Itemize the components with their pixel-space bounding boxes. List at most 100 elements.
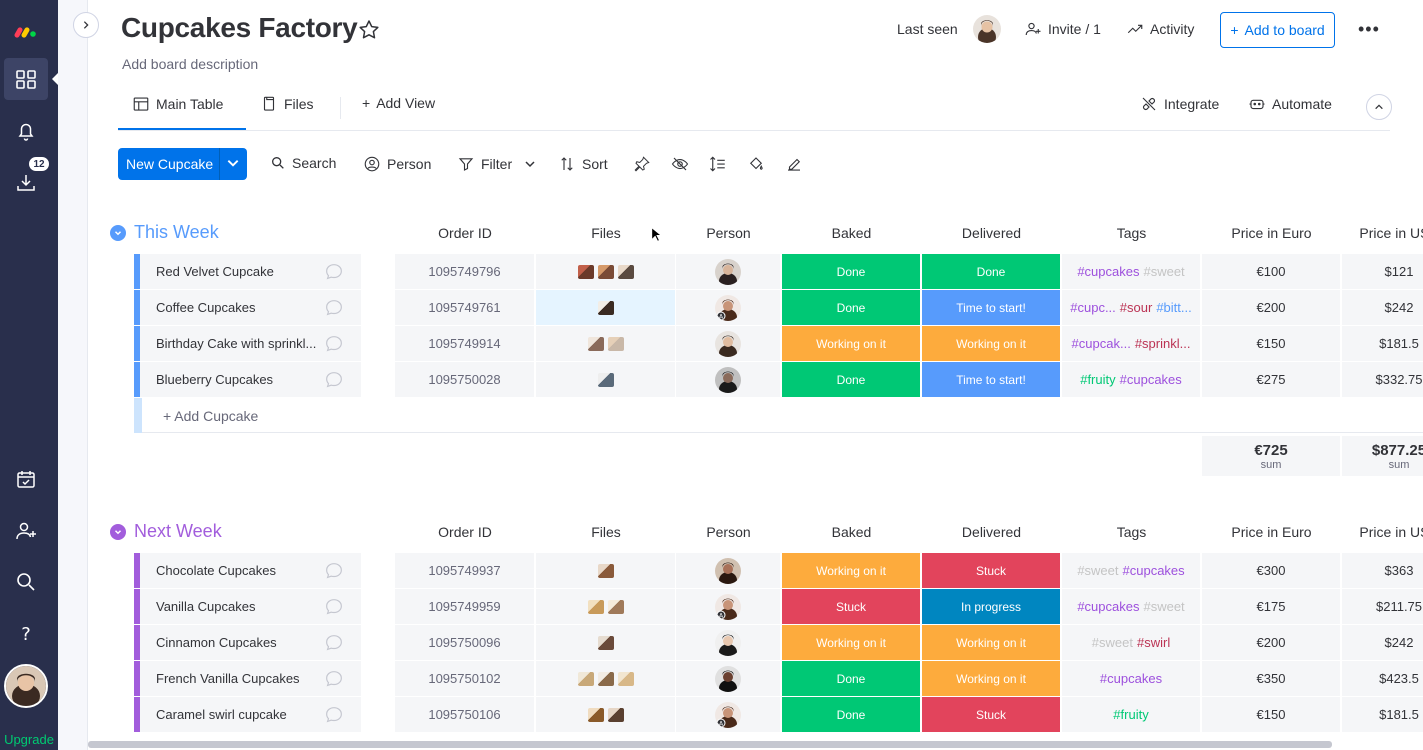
cell-person[interactable] (676, 625, 780, 660)
group-title[interactable]: This Week (110, 222, 219, 243)
cell-person[interactable] (676, 661, 780, 696)
cell-tags[interactable]: #cupcak... #sprinkl... (1062, 326, 1200, 361)
monday-logo[interactable] (4, 8, 48, 50)
status-baked[interactable]: Working on it (782, 553, 920, 588)
add-view-button[interactable]: + Add View (362, 95, 435, 111)
cell-files[interactable] (536, 697, 675, 732)
file-thumbnail[interactable] (597, 671, 614, 686)
item-name[interactable]: Coffee Cupcakes (140, 290, 361, 325)
column-header-price-euro[interactable]: Price in Euro (1231, 225, 1312, 241)
cell-files[interactable] (536, 553, 675, 588)
status-delivered[interactable]: Stuck (922, 553, 1060, 588)
cell-tags[interactable]: #fruity (1062, 697, 1200, 732)
cell-order-id[interactable]: 1095749796 (395, 254, 534, 289)
cell-files[interactable] (536, 589, 675, 624)
tag-label[interactable]: #sour (1119, 300, 1153, 315)
tag-label[interactable]: #cupcakes (1099, 671, 1163, 686)
last-seen-avatar[interactable] (973, 15, 1001, 43)
file-thumbnail[interactable] (577, 671, 594, 686)
status-delivered[interactable]: Stuck (922, 697, 1060, 732)
cell-price-usd[interactable]: $363 (1342, 553, 1423, 588)
item-name[interactable]: Blueberry Cupcakes (140, 362, 361, 397)
tag-label[interactable]: #cupcakes (1119, 372, 1182, 387)
item-name[interactable]: French Vanilla Cupcakes (140, 661, 361, 696)
hide-eye-icon[interactable] (671, 155, 689, 173)
column-header-order-id[interactable]: Order ID (438, 225, 492, 241)
tag-label[interactable]: #sprinkl... (1134, 336, 1191, 351)
collapse-group-icon[interactable] (110, 523, 126, 540)
cell-price-usd[interactable]: $242 (1342, 625, 1423, 660)
tag-label[interactable]: #swirl (1136, 635, 1171, 650)
person-avatar[interactable] (715, 665, 741, 692)
item-updates-button[interactable] (314, 326, 354, 361)
pin-icon[interactable] (633, 155, 651, 173)
file-thumbnail[interactable] (597, 372, 614, 387)
item-name[interactable]: Cinnamon Cupcakes (140, 625, 361, 660)
status-delivered[interactable]: Done (922, 254, 1060, 289)
person-avatar[interactable]: A (715, 701, 741, 728)
cell-price-euro[interactable]: €200 (1202, 625, 1340, 660)
board-description[interactable]: Add board description (122, 56, 259, 72)
status-baked[interactable]: Stuck (782, 589, 920, 624)
activity-button[interactable]: Activity (1126, 20, 1194, 38)
cell-tags[interactable]: #cupcakes (1062, 661, 1200, 696)
status-baked[interactable]: Done (782, 254, 920, 289)
tag-label[interactable]: #sweet (1077, 563, 1119, 578)
cell-price-euro[interactable]: €200 (1202, 290, 1340, 325)
file-thumbnail[interactable] (607, 599, 624, 614)
cell-price-euro[interactable]: €275 (1202, 362, 1340, 397)
tag-label[interactable]: #cupcakes (1122, 563, 1185, 578)
file-thumbnail[interactable] (587, 336, 604, 351)
paint-bucket-icon[interactable] (747, 155, 765, 173)
cell-price-euro[interactable]: €175 (1202, 589, 1340, 624)
cell-order-id[interactable]: 1095750106 (395, 697, 534, 732)
automate-button[interactable]: Automate (1248, 95, 1332, 113)
invite-button[interactable]: Invite / 1 (1024, 20, 1101, 38)
cell-price-usd[interactable]: $181.5 (1342, 326, 1423, 361)
column-header-price-usd[interactable]: Price in USD (1359, 524, 1423, 540)
cell-price-usd[interactable]: $332.75 (1342, 362, 1423, 397)
cell-order-id[interactable]: 1095750096 (395, 625, 534, 660)
collapse-group-icon[interactable] (110, 224, 126, 241)
person-avatar[interactable] (715, 366, 741, 393)
status-delivered[interactable]: Working on it (922, 326, 1060, 361)
file-thumbnail[interactable] (597, 264, 614, 279)
column-header-baked[interactable]: Baked (831, 225, 872, 241)
add-item-row[interactable]: + Add Cupcake (134, 398, 1423, 433)
board-title[interactable]: Cupcakes Factory (121, 12, 358, 43)
invite-members-button[interactable] (4, 510, 48, 552)
item-updates-button[interactable] (314, 290, 354, 325)
item-updates-button[interactable] (314, 697, 354, 732)
person-avatar[interactable] (715, 557, 741, 584)
cell-price-usd[interactable]: $121 (1342, 254, 1423, 289)
collapse-header-button[interactable] (1366, 94, 1392, 120)
status-delivered[interactable]: Time to start! (922, 290, 1060, 325)
cell-order-id[interactable]: 1095750102 (395, 661, 534, 696)
item-updates-button[interactable] (314, 661, 354, 696)
tag-label[interactable]: #fruity (1080, 372, 1116, 387)
tag-label[interactable]: #cupc... (1070, 300, 1116, 315)
column-header-delivered[interactable]: Delivered (961, 524, 1022, 540)
integrate-button[interactable]: Integrate (1140, 95, 1219, 113)
tag-label[interactable]: #cupcakes (1077, 599, 1140, 614)
cell-person[interactable] (676, 553, 780, 588)
add-item-label[interactable]: + Add Cupcake (163, 408, 259, 424)
cell-tags[interactable]: #cupcakes #sweet (1062, 254, 1200, 289)
status-baked[interactable]: Done (782, 661, 920, 696)
cell-files[interactable] (536, 254, 675, 289)
filter-button[interactable]: Filter (457, 155, 536, 173)
column-header-tags[interactable]: Tags (1116, 524, 1147, 540)
item-updates-button[interactable] (314, 625, 354, 660)
cell-person[interactable]: A (676, 290, 780, 325)
item-name[interactable]: Red Velvet Cupcake (140, 254, 361, 289)
cell-price-usd[interactable]: $181.5 (1342, 697, 1423, 732)
item-updates-button[interactable] (314, 254, 354, 289)
sort-button[interactable]: Sort (558, 155, 608, 173)
cell-tags[interactable]: #cupcakes #sweet (1062, 589, 1200, 624)
file-thumbnail[interactable] (577, 264, 594, 279)
search-everything-button[interactable] (4, 561, 48, 603)
help-button[interactable]: ? (4, 612, 48, 654)
favorite-star-button[interactable] (357, 18, 381, 47)
tag-label[interactable]: #cupcakes (1077, 264, 1140, 279)
cell-files[interactable] (536, 362, 675, 397)
